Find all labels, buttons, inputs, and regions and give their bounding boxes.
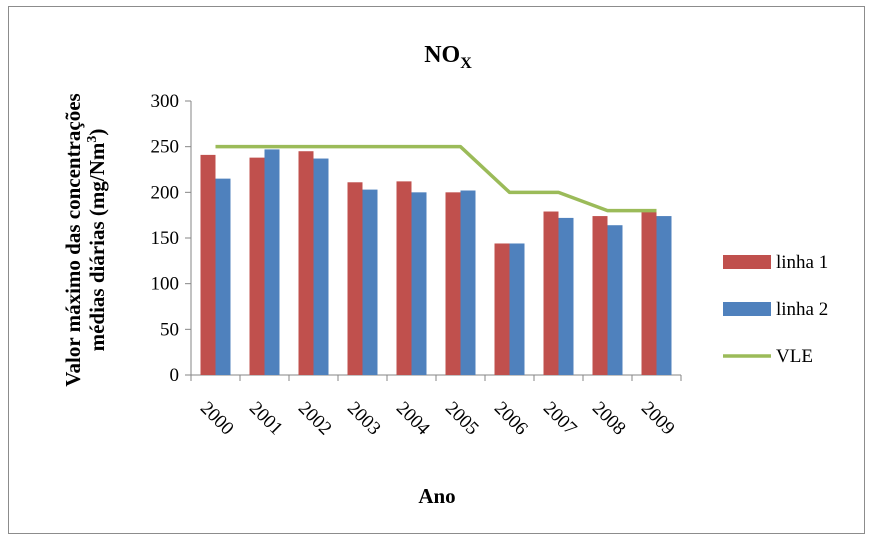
x-tick-label: 2009	[637, 398, 679, 440]
bar-linha-2-2009	[656, 216, 672, 375]
legend-swatch-linha-2	[723, 302, 771, 316]
legend-label-linha-2: linha 2	[776, 299, 828, 320]
bar-linha-2-2003	[362, 189, 378, 375]
legend-label-linha-1: linha 1	[776, 252, 828, 273]
x-tick-label: 2003	[343, 398, 385, 440]
bar-linha-1-2004	[396, 181, 412, 375]
y-axis-title-line2: médias diárias (mg/Nm3)	[85, 129, 109, 352]
x-tick-label: 2000	[196, 398, 238, 440]
bar-linha-2-2004	[411, 192, 427, 375]
x-tick-label: 2004	[392, 398, 434, 440]
bar-linha-1-2007	[543, 211, 559, 375]
x-tick-label: 2005	[441, 398, 483, 440]
y-axis-title-line1: Valor máximo das concentrações	[61, 93, 85, 386]
bar-linha-2-2001	[264, 149, 280, 375]
legend-swatch-linha-1	[723, 255, 771, 269]
chart-title-subscript: X	[460, 55, 472, 72]
y-tick-label: 150	[151, 228, 180, 249]
bar-linha-1-2008	[592, 216, 608, 375]
bar-linha-2-2005	[460, 190, 476, 375]
bar-linha-1-2005	[445, 192, 461, 375]
x-tick-label: 2008	[588, 398, 630, 440]
y-tick-label: 0	[170, 365, 180, 386]
x-tick-label: 2006	[490, 398, 532, 440]
legend-label-VLE: VLE	[776, 346, 813, 367]
chart-title: NOX	[424, 42, 472, 72]
legend: linha 1 linha 2 VLE	[723, 252, 828, 367]
chart-title-text: NO	[424, 42, 460, 68]
x-tick-label: 2001	[245, 398, 287, 440]
bar-linha-1-2000	[200, 154, 216, 375]
x-tick-label: 2007	[539, 398, 581, 440]
bar-linha-1-2002	[298, 151, 314, 375]
bar-linha-2-2008	[607, 225, 623, 375]
y-tick-label: 100	[151, 274, 180, 295]
bar-linha-1-2003	[347, 182, 363, 375]
bar-linha-1-2009	[641, 209, 657, 375]
bar-linha-2-2006	[509, 243, 525, 375]
y-tick-label: 50	[160, 319, 179, 340]
y-axis-title: Valor máximo das concentrações médias di…	[61, 93, 109, 386]
bar-linha-2-2002	[313, 158, 329, 375]
x-tick-label: 2002	[294, 398, 336, 440]
y-tick-label: 300	[151, 91, 180, 112]
bar-linha-1-2001	[249, 157, 265, 375]
bar-linha-2-2000	[215, 178, 231, 375]
x-axis-title: Ano	[418, 484, 455, 508]
chart-frame	[8, 6, 865, 534]
bar-linha-1-2006	[494, 243, 510, 375]
y-tick-label: 250	[151, 137, 180, 158]
bar-linha-2-2007	[558, 217, 574, 375]
line-series-VLE	[215, 144, 657, 213]
y-tick-label: 200	[151, 182, 180, 203]
